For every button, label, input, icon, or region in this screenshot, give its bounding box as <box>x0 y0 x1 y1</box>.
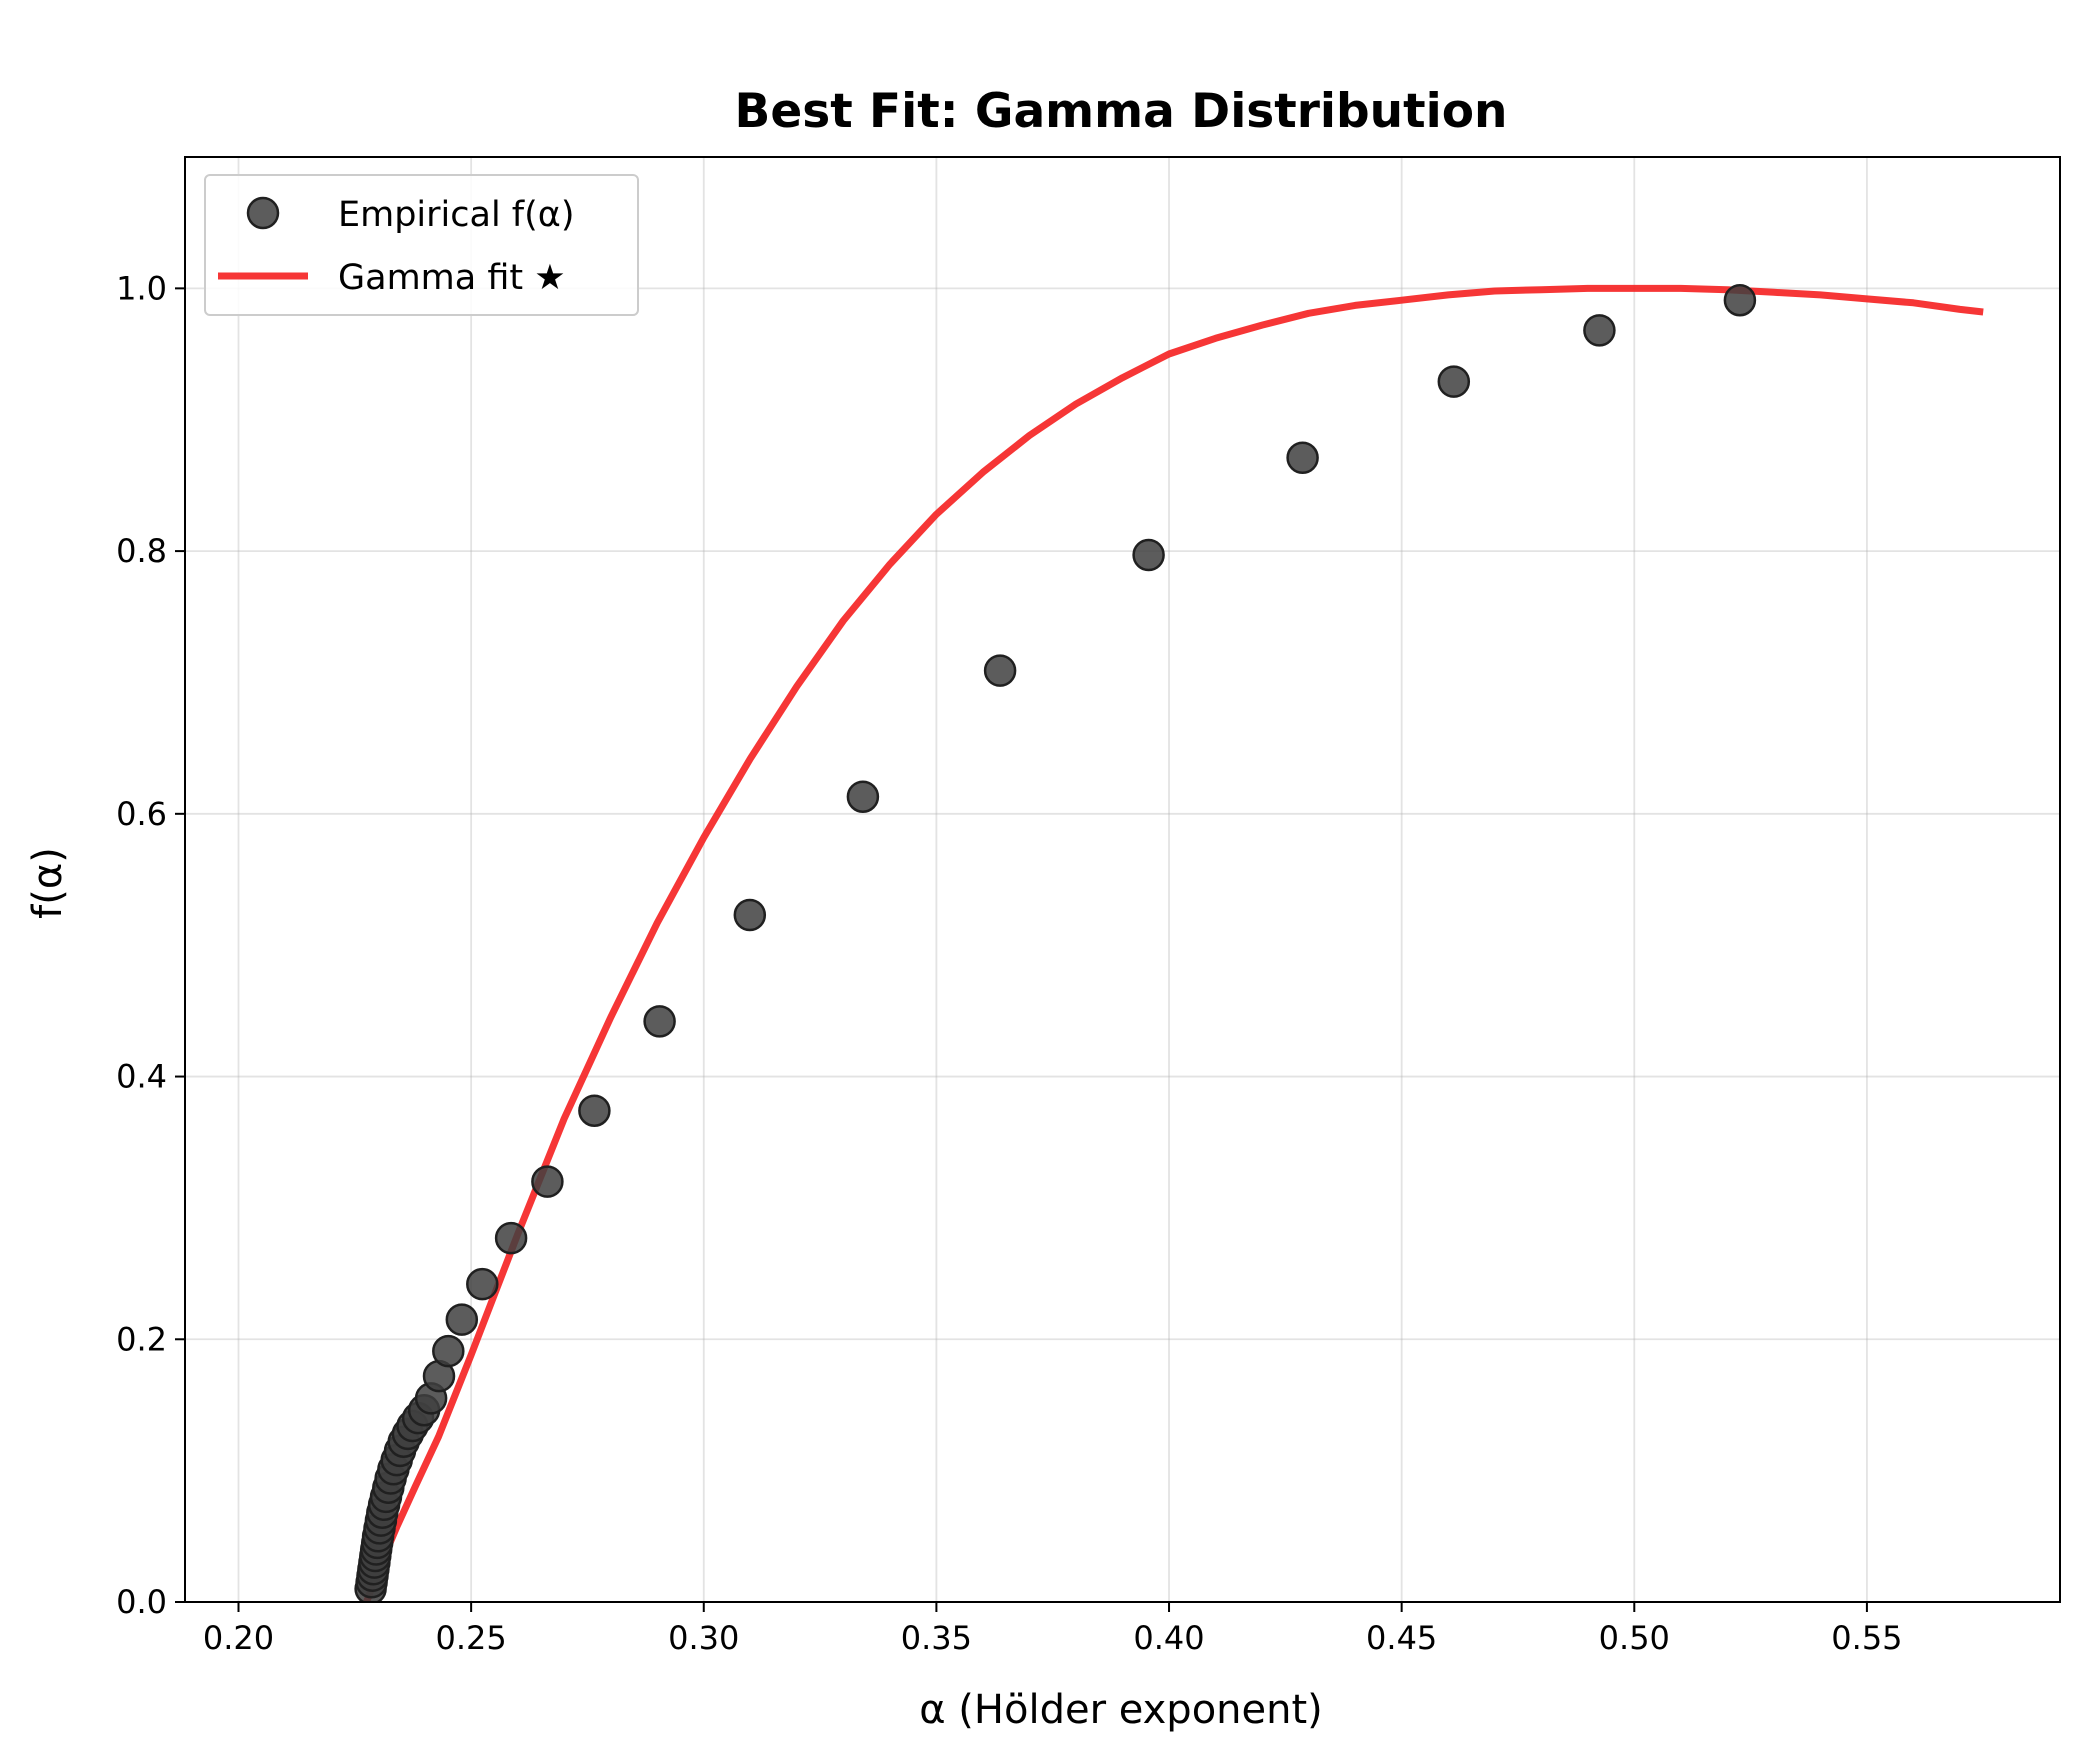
series-layer <box>354 283 1984 1602</box>
empirical-point <box>1132 538 1165 572</box>
empirical-point <box>643 1005 676 1038</box>
empirical-point <box>846 780 880 813</box>
y-axis-label: f(α) <box>25 847 71 919</box>
empirical-point <box>466 1267 499 1301</box>
empirical-point <box>1723 283 1757 317</box>
chart-title: Best Fit: Gamma Distribution <box>735 84 1508 139</box>
legend-box <box>204 174 639 316</box>
y-tick-label: 0.0 <box>116 1583 167 1621</box>
x-tick-label: 0.50 <box>1599 1619 1670 1657</box>
y-tick-label: 0.6 <box>116 795 167 833</box>
empirical-point <box>1437 365 1471 398</box>
x-tick-label: 0.35 <box>901 1619 972 1657</box>
x-axis: 0.20 0.25 0.30 0.35 0.40 0.45 0.50 0.55 <box>203 1602 1903 1657</box>
empirical-point <box>494 1221 528 1255</box>
y-axis: 0.0 0.2 0.4 0.6 0.8 1.0 <box>116 269 185 1621</box>
plot-frame <box>184 156 2061 1603</box>
legend-marker-empirical <box>246 196 280 230</box>
legend-label-gamma: Gamma fit ★ <box>338 258 566 298</box>
empirical-point <box>1583 314 1616 347</box>
x-axis-label: α (Hölder exponent) <box>919 1687 1323 1733</box>
empirical-point <box>983 654 1017 687</box>
plot-area <box>185 157 2060 1602</box>
empirical-point <box>578 1094 611 1127</box>
empirical-point <box>733 898 767 932</box>
y-tick-label: 0.2 <box>116 1320 167 1358</box>
empirical-point <box>531 1165 564 1198</box>
y-tick-label: 0.8 <box>116 532 167 570</box>
y-tick-label: 1.0 <box>116 269 167 307</box>
x-tick-label: 0.30 <box>668 1619 739 1657</box>
legend: Empirical f(α) Gamma fit ★ <box>204 174 639 316</box>
x-tick-label: 0.20 <box>203 1619 274 1657</box>
empirical-point <box>432 1334 465 1368</box>
x-tick-label: 0.45 <box>1366 1619 1437 1657</box>
y-tick-label: 0.4 <box>116 1058 167 1096</box>
legend-label-empirical: Empirical f(α) <box>338 195 575 235</box>
empirical-point <box>445 1303 479 1336</box>
empirical-point <box>1286 441 1319 475</box>
x-tick-label: 0.55 <box>1831 1619 1902 1657</box>
x-tick-label: 0.25 <box>436 1619 507 1657</box>
x-tick-label: 0.40 <box>1133 1619 1204 1657</box>
